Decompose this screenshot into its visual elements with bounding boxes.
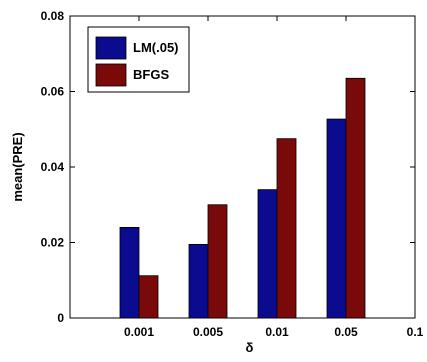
x-tick-label: 0.01 [265,325,289,339]
y-tick-label: 0.02 [41,236,65,250]
y-axis-ticks: 0 0.02 0.04 0.06 0.08 [41,9,415,325]
y-tick-label: 0 [57,311,64,325]
bar-bfgs-3 [345,77,366,319]
y-tick-label: 0.04 [41,160,65,174]
y-axis-label: mean(PRE) [10,132,25,201]
legend-label: BFGS [133,67,169,82]
bars [119,77,366,319]
legend-swatch [95,36,127,60]
bar-lm-05-2 [257,189,278,319]
bar-lm-05-1 [188,243,209,319]
x-tick-label: 0.05 [334,325,358,339]
x-tick-label: 0.001 [124,325,154,339]
bar-lm-05-3 [326,118,347,319]
bar-bfgs-0 [138,275,159,319]
legend: LM(.05) BFGS [87,26,190,93]
x-tick-label: 0.1 [407,325,424,339]
y-tick-label: 0.08 [41,9,65,23]
x-axis-label: δ [246,340,254,355]
y-tick-label: 0.06 [41,85,65,99]
bar-lm-05-0 [119,226,140,319]
x-tick-label: 0.005 [193,325,223,339]
bar-bfgs-1 [207,204,228,319]
bar-bfgs-2 [276,138,297,319]
legend-swatch [95,63,127,87]
legend-label: LM(.05) [133,40,179,55]
